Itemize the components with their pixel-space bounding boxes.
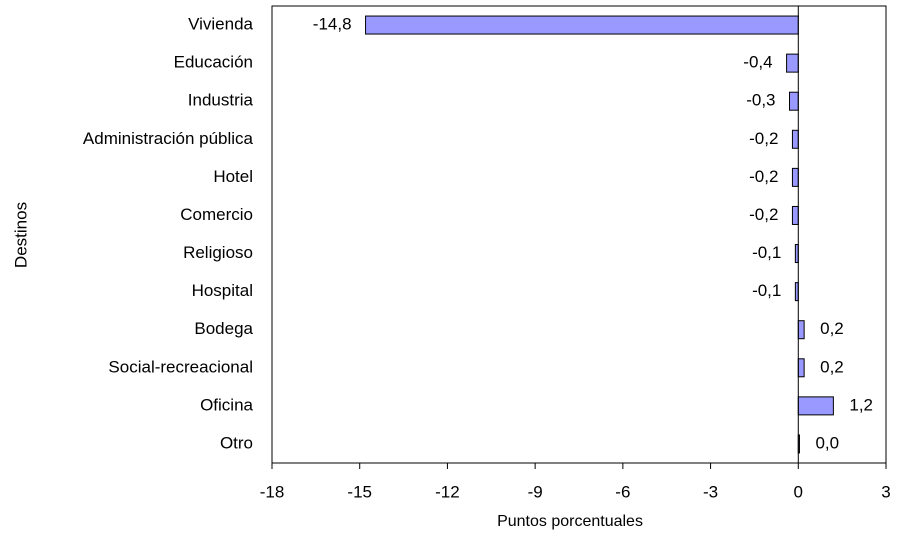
value-label: 0,2 — [820, 357, 844, 376]
y-axis-title: Destinos — [11, 202, 30, 268]
x-tick-label: -9 — [528, 482, 543, 501]
value-label: -14,8 — [313, 15, 352, 34]
bar — [797, 358, 805, 378]
value-label: -0,2 — [749, 167, 778, 186]
y-tick-label: Vivienda — [188, 15, 253, 34]
y-tick-label: Hospital — [192, 281, 253, 300]
bar — [797, 320, 805, 340]
bar — [797, 396, 834, 416]
y-tick-label: Industria — [188, 91, 254, 110]
y-tick-label: Comercio — [180, 205, 253, 224]
x-tick-label: -12 — [435, 482, 460, 501]
bar — [786, 53, 799, 73]
x-tick-label: -6 — [615, 482, 630, 501]
plot-area — [271, 5, 887, 464]
x-axis-title: Puntos porcentuales — [497, 513, 643, 530]
x-tick-label: 3 — [881, 482, 890, 501]
value-label: -0,1 — [752, 281, 781, 300]
y-tick-label: Religioso — [183, 243, 253, 262]
y-tick-label: Educación — [174, 53, 253, 72]
x-tick-label: 0 — [794, 482, 803, 501]
y-tick-label: Hotel — [213, 167, 253, 186]
value-label: -0,2 — [749, 205, 778, 224]
value-label: 0,0 — [815, 433, 839, 452]
y-tick-label: Administración pública — [83, 129, 254, 148]
value-label: -0,3 — [746, 91, 775, 110]
y-tick-label: Social-recreacional — [108, 357, 253, 376]
value-label: 0,2 — [820, 319, 844, 338]
x-tick-label: -18 — [260, 482, 285, 501]
bar — [365, 15, 799, 35]
value-label: -0,1 — [752, 243, 781, 262]
bar — [791, 167, 799, 187]
y-tick-label: Bodega — [194, 319, 253, 338]
y-tick-label: Otro — [220, 433, 253, 452]
value-label: 1,2 — [849, 395, 873, 414]
x-tick-label: -15 — [347, 482, 372, 501]
bar — [791, 205, 799, 225]
value-label: -0,4 — [743, 53, 772, 72]
bar — [789, 91, 799, 111]
x-tick-label: -3 — [703, 482, 718, 501]
value-label: -0,2 — [749, 129, 778, 148]
y-tick-label: Oficina — [200, 395, 253, 414]
bar — [791, 129, 799, 149]
